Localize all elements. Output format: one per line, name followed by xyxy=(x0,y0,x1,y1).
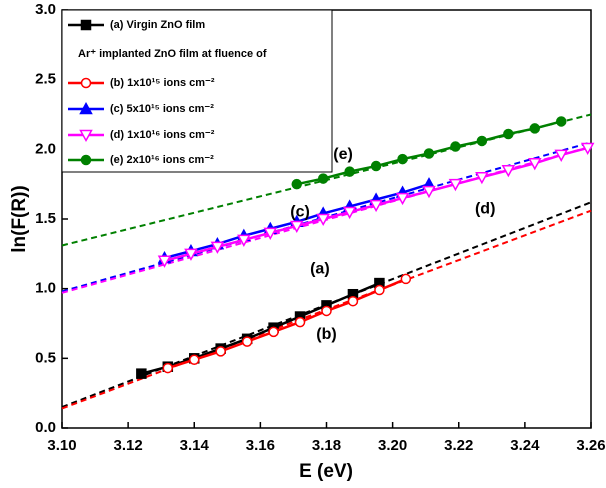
marker xyxy=(289,220,304,234)
marker xyxy=(294,316,306,328)
annotation: (b) xyxy=(316,326,336,343)
legend-label: (e) 2x10¹⁶ ions cm⁻² xyxy=(110,154,214,166)
marker xyxy=(400,273,412,285)
marker xyxy=(342,206,357,220)
marker xyxy=(316,213,330,227)
annotation: (c) xyxy=(290,203,310,220)
x-tick-label: 3.22 xyxy=(444,437,473,454)
x-tick-label: 3.12 xyxy=(114,437,143,454)
marker xyxy=(529,123,541,134)
annotation: (d) xyxy=(475,200,495,217)
marker xyxy=(450,141,461,152)
marker xyxy=(347,295,359,307)
legend-box xyxy=(61,9,333,173)
marker xyxy=(189,354,200,365)
y-tick-label: 1.5 xyxy=(35,210,56,227)
annotation: (e) xyxy=(333,146,353,163)
marker xyxy=(157,255,172,268)
marker xyxy=(268,326,279,338)
marker xyxy=(422,185,436,199)
marker xyxy=(79,129,93,143)
marker xyxy=(554,149,569,162)
marker xyxy=(79,101,93,115)
y-axis-title: ln(F(R)) xyxy=(9,185,30,253)
marker xyxy=(184,248,198,261)
marker xyxy=(501,164,516,178)
annotation: (a) xyxy=(310,260,330,277)
marker xyxy=(423,148,435,159)
marker xyxy=(580,142,595,155)
y-tick-label: 0.5 xyxy=(35,349,56,366)
y-tick-label: 1.0 xyxy=(35,280,56,297)
legend-label: (d) 1x10¹⁶ ions cm⁻² xyxy=(110,129,215,141)
legend-label: (a) Virgin ZnO film xyxy=(110,19,205,31)
marker xyxy=(555,116,567,127)
marker xyxy=(237,234,251,247)
marker xyxy=(503,128,514,140)
legend: (a) Virgin ZnO film (b) 1x10¹⁵ ions cm⁻² (… xyxy=(61,9,333,173)
y-tick-label: 2.5 xyxy=(35,71,56,88)
marker xyxy=(321,305,332,317)
marker xyxy=(215,346,226,357)
marker xyxy=(80,77,92,89)
y-tick-label: 3.0 xyxy=(35,1,56,18)
marker xyxy=(80,19,92,31)
series-line xyxy=(167,277,407,370)
marker xyxy=(291,178,302,190)
marker xyxy=(528,158,542,171)
x-tick-label: 3.26 xyxy=(576,437,605,454)
marker xyxy=(476,135,488,147)
x-tick-label: 3.18 xyxy=(312,437,341,454)
y-tick-label: 0.0 xyxy=(35,419,56,436)
marker xyxy=(369,199,383,213)
series-line xyxy=(141,281,380,375)
legend-heading: Ar⁺ implanted ZnO film at fluence of xyxy=(78,48,267,60)
marker xyxy=(475,171,489,185)
x-tick-label: 3.10 xyxy=(47,437,76,454)
marker xyxy=(162,362,174,374)
marker xyxy=(210,241,225,254)
x-axis-title: E (eV) xyxy=(299,461,353,482)
x-tick-label: 3.14 xyxy=(180,437,210,454)
marker xyxy=(263,227,278,240)
x-tick-label: 3.24 xyxy=(510,437,540,454)
marker xyxy=(370,160,382,172)
y-tick-label: 2.0 xyxy=(35,140,56,157)
x-tick-label: 3.20 xyxy=(378,437,407,454)
marker xyxy=(80,154,92,166)
marker xyxy=(317,173,329,184)
marker xyxy=(374,284,385,296)
marker xyxy=(241,336,253,347)
marker xyxy=(395,192,410,206)
marker xyxy=(397,153,408,165)
marker xyxy=(136,368,147,379)
legend-label: (b) 1x10¹⁵ ions cm⁻² xyxy=(110,77,215,89)
marker xyxy=(344,166,355,177)
legend-label: (c) 5x10¹⁵ ions cm⁻² xyxy=(110,103,214,115)
x-tick-label: 3.16 xyxy=(246,437,275,454)
marker xyxy=(448,178,463,192)
